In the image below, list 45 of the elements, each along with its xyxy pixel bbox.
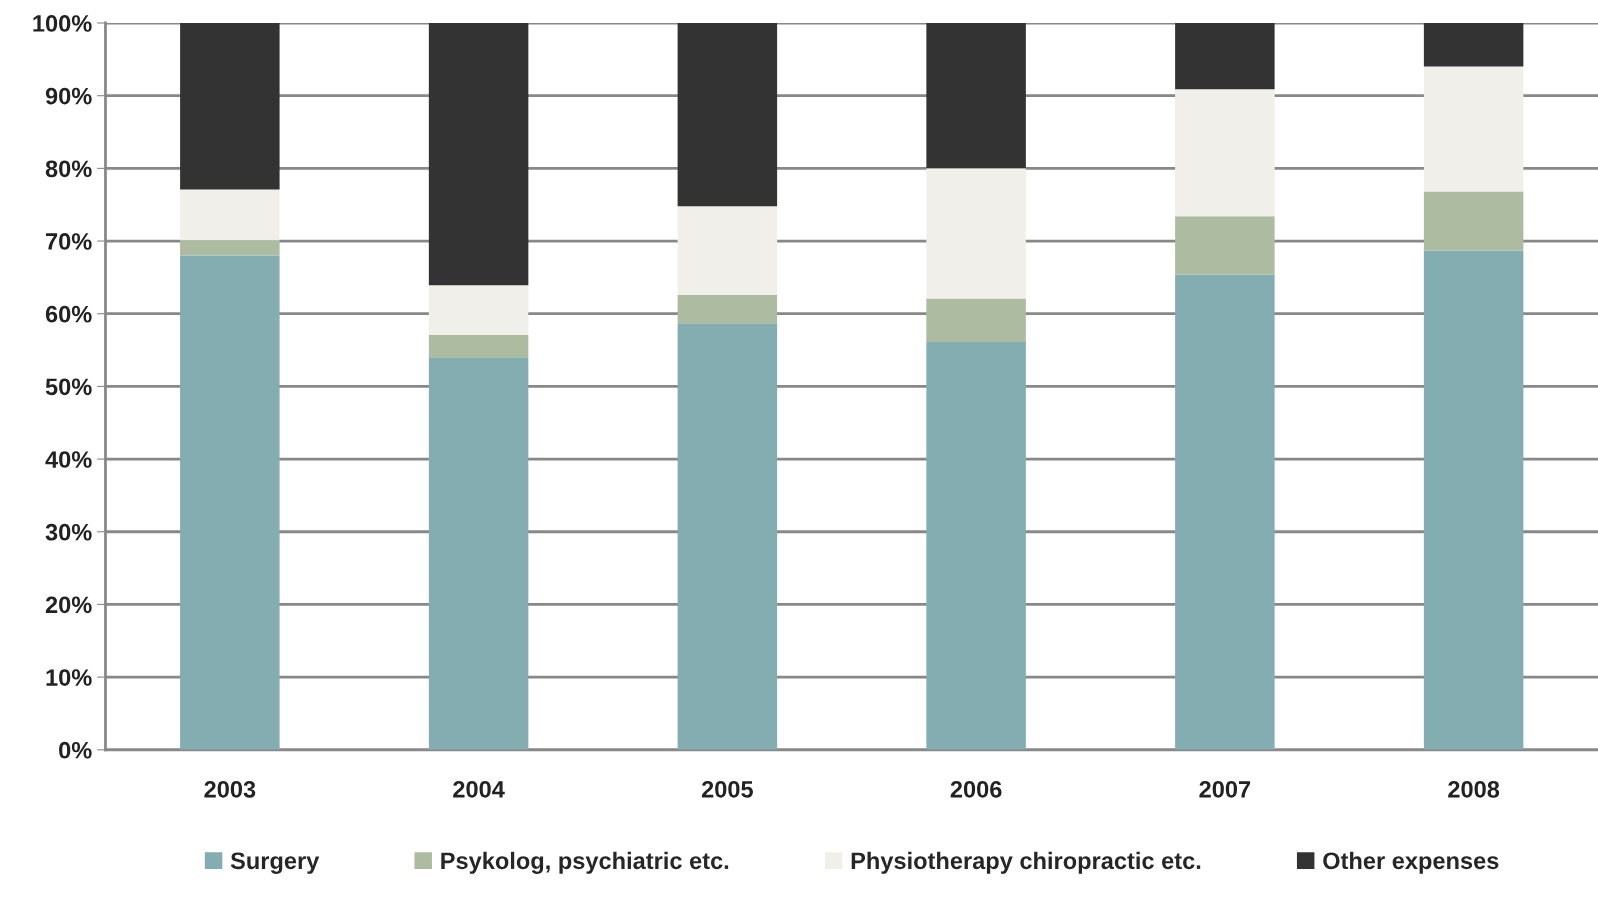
x-tick-label: 2008 — [1448, 780, 1500, 798]
bar — [180, 255, 280, 750]
bar — [180, 240, 280, 256]
legend-label: Surgery — [230, 852, 320, 874]
y-tick-label: 30% — [45, 523, 92, 541]
bar — [428, 23, 529, 286]
legend-label: Psykolog, psychiatric etc. — [441, 851, 729, 874]
bar — [677, 23, 778, 207]
x-tick-label: 2005 — [701, 780, 753, 798]
x-tick-label: 2006 — [950, 780, 1002, 798]
bar — [926, 298, 1026, 343]
bar — [1423, 250, 1524, 750]
y-tick-label: 50% — [45, 378, 92, 396]
x-tick-label: 2007 — [1199, 780, 1251, 798]
bar — [428, 285, 529, 335]
y-tick-label: 70% — [46, 233, 92, 250]
y-tick-label: 80% — [45, 160, 92, 178]
bar — [1423, 66, 1524, 192]
legend-label: Physiotherapy chiropractic etc. — [851, 851, 1201, 874]
bar — [1175, 23, 1275, 90]
bar — [180, 189, 280, 241]
y-tick-label: 20% — [45, 596, 92, 614]
bar — [926, 168, 1026, 299]
y-tick-label: 0% — [59, 741, 92, 759]
x-tick-label: 2004 — [453, 780, 505, 798]
bar — [428, 334, 529, 358]
bar — [1423, 191, 1524, 251]
bar — [926, 342, 1026, 750]
bar — [677, 206, 778, 295]
legend-label: Other expenses — [1323, 851, 1499, 874]
bar — [180, 23, 280, 190]
y-tick-label: 10% — [46, 669, 92, 686]
bar — [926, 23, 1026, 169]
bar — [428, 357, 529, 750]
y-tick-label: 90% — [45, 87, 92, 105]
x-tick-label: 2003 — [204, 780, 256, 798]
bar — [1175, 216, 1275, 275]
bar — [1423, 23, 1524, 67]
y-tick-label: 60% — [45, 305, 92, 323]
y-tick-label: 100% — [33, 15, 92, 32]
bar — [1175, 274, 1275, 750]
y-tick-label: 40% — [45, 451, 92, 468]
bar — [677, 294, 778, 324]
bar — [677, 323, 778, 750]
bar — [1175, 89, 1275, 217]
